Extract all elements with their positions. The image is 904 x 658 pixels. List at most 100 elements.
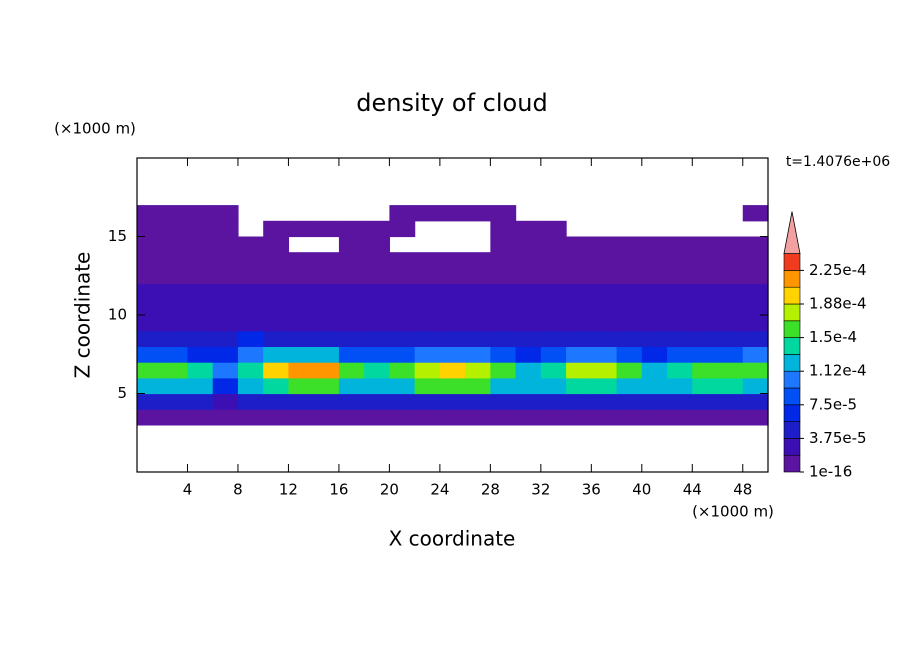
contour-cell: [490, 346, 517, 363]
contour-cell: [742, 409, 769, 426]
contour-cell: [515, 346, 542, 363]
contour-cell: [263, 267, 290, 285]
contour-cell: [566, 393, 592, 410]
contour-cell: [212, 267, 239, 285]
contour-cell: [641, 299, 668, 316]
contour-cell: [288, 393, 315, 410]
contour-cell: [212, 299, 239, 316]
contour-cell: [667, 236, 693, 253]
contour-cell: [591, 299, 618, 316]
contour-cell: [212, 252, 239, 269]
y-unit: (×1000 m): [54, 120, 136, 138]
contour-cell: [137, 205, 163, 222]
contour-cell: [389, 299, 416, 316]
contour-cell: [288, 362, 315, 379]
contour-cell: [414, 346, 441, 363]
contour-cell: [212, 393, 239, 410]
contour-cell: [490, 393, 517, 410]
contour-cell: [137, 393, 163, 410]
colorbar-box: [783, 421, 801, 439]
contour-cell: [162, 267, 189, 285]
contour-cell: [515, 267, 542, 285]
contour-cell: [490, 377, 517, 395]
contour-cell: [515, 299, 542, 316]
contour-cell: [742, 283, 769, 300]
contour-cell: [338, 315, 365, 332]
contour-cell: [288, 283, 315, 300]
contour-cell: [187, 346, 214, 363]
contour-cell: [616, 299, 643, 316]
contour-cell: [515, 220, 542, 238]
contour-cell: [692, 283, 719, 300]
contour-cell: [717, 236, 744, 253]
contour-cell: [389, 377, 416, 395]
contour-cell: [742, 377, 769, 395]
contour-cell: [237, 393, 264, 410]
contour-cell: [364, 299, 390, 316]
contour-cell: [591, 377, 618, 395]
contour-cell: [667, 346, 693, 363]
colorbar-box: [783, 438, 801, 456]
contour-cell: [263, 362, 290, 379]
contour-cell: [364, 330, 390, 347]
contour-cell: [187, 205, 214, 222]
contour-cell: [187, 362, 214, 379]
contour-cell: [414, 283, 441, 300]
contour-cell: [263, 393, 290, 410]
contour-cell: [338, 409, 365, 426]
contour-cell: [439, 205, 466, 222]
contour-cell: [338, 252, 365, 269]
contour-cell: [162, 346, 189, 363]
contour-cell: [364, 362, 390, 379]
colorbar-label: 7.5e-5: [809, 395, 857, 413]
contour-cell: [313, 299, 340, 316]
colorbar-box: [783, 253, 801, 271]
colorbar-label: 2.25e-4: [809, 261, 867, 279]
x-tick-label: 24: [430, 481, 449, 499]
contour-cell: [414, 409, 441, 426]
contour-cell: [692, 252, 719, 269]
contour-cell: [263, 346, 290, 363]
contour-cell: [237, 252, 264, 269]
contour-cell: [591, 362, 618, 379]
contour-cell: [515, 283, 542, 300]
contour-cell: [667, 267, 693, 285]
contour-cell: [692, 267, 719, 285]
x-tick-label: 28: [481, 481, 500, 499]
contour-cell: [338, 267, 365, 285]
contour-cell: [515, 330, 542, 347]
contour-cell: [263, 299, 290, 316]
contour-cell: [187, 283, 214, 300]
contour-cell: [742, 346, 769, 363]
contour-cell: [515, 236, 542, 253]
contour-cell: [465, 346, 491, 363]
contour-cell: [692, 315, 719, 332]
contour-cell: [212, 205, 239, 222]
contour-cell: [465, 377, 491, 395]
contour-cell: [187, 315, 214, 332]
contour-cell: [439, 409, 466, 426]
contour-cell: [465, 393, 491, 410]
contour-cell: [641, 236, 668, 253]
contour-cell: [187, 267, 214, 285]
contour-cell: [667, 252, 693, 269]
contour-cell: [717, 362, 744, 379]
contour-cell: [439, 252, 466, 269]
contour-cell: [389, 362, 416, 379]
contour-cell: [288, 409, 315, 426]
contour-cell: [742, 362, 769, 379]
contour-cell: [717, 409, 744, 426]
colorbar-box: [783, 370, 801, 389]
contour-cell: [212, 377, 239, 395]
contour-cell: [389, 252, 416, 269]
contour-cell: [667, 315, 693, 332]
x-axis-label: X coordinate: [389, 527, 516, 551]
contour-cell: [313, 267, 340, 285]
contour-cell: [162, 252, 189, 269]
contour-cell: [137, 236, 163, 253]
contour-cell: [137, 267, 163, 285]
colorbar-box: [783, 354, 801, 372]
contour-cell: [288, 346, 315, 363]
contour-cell: [692, 393, 719, 410]
